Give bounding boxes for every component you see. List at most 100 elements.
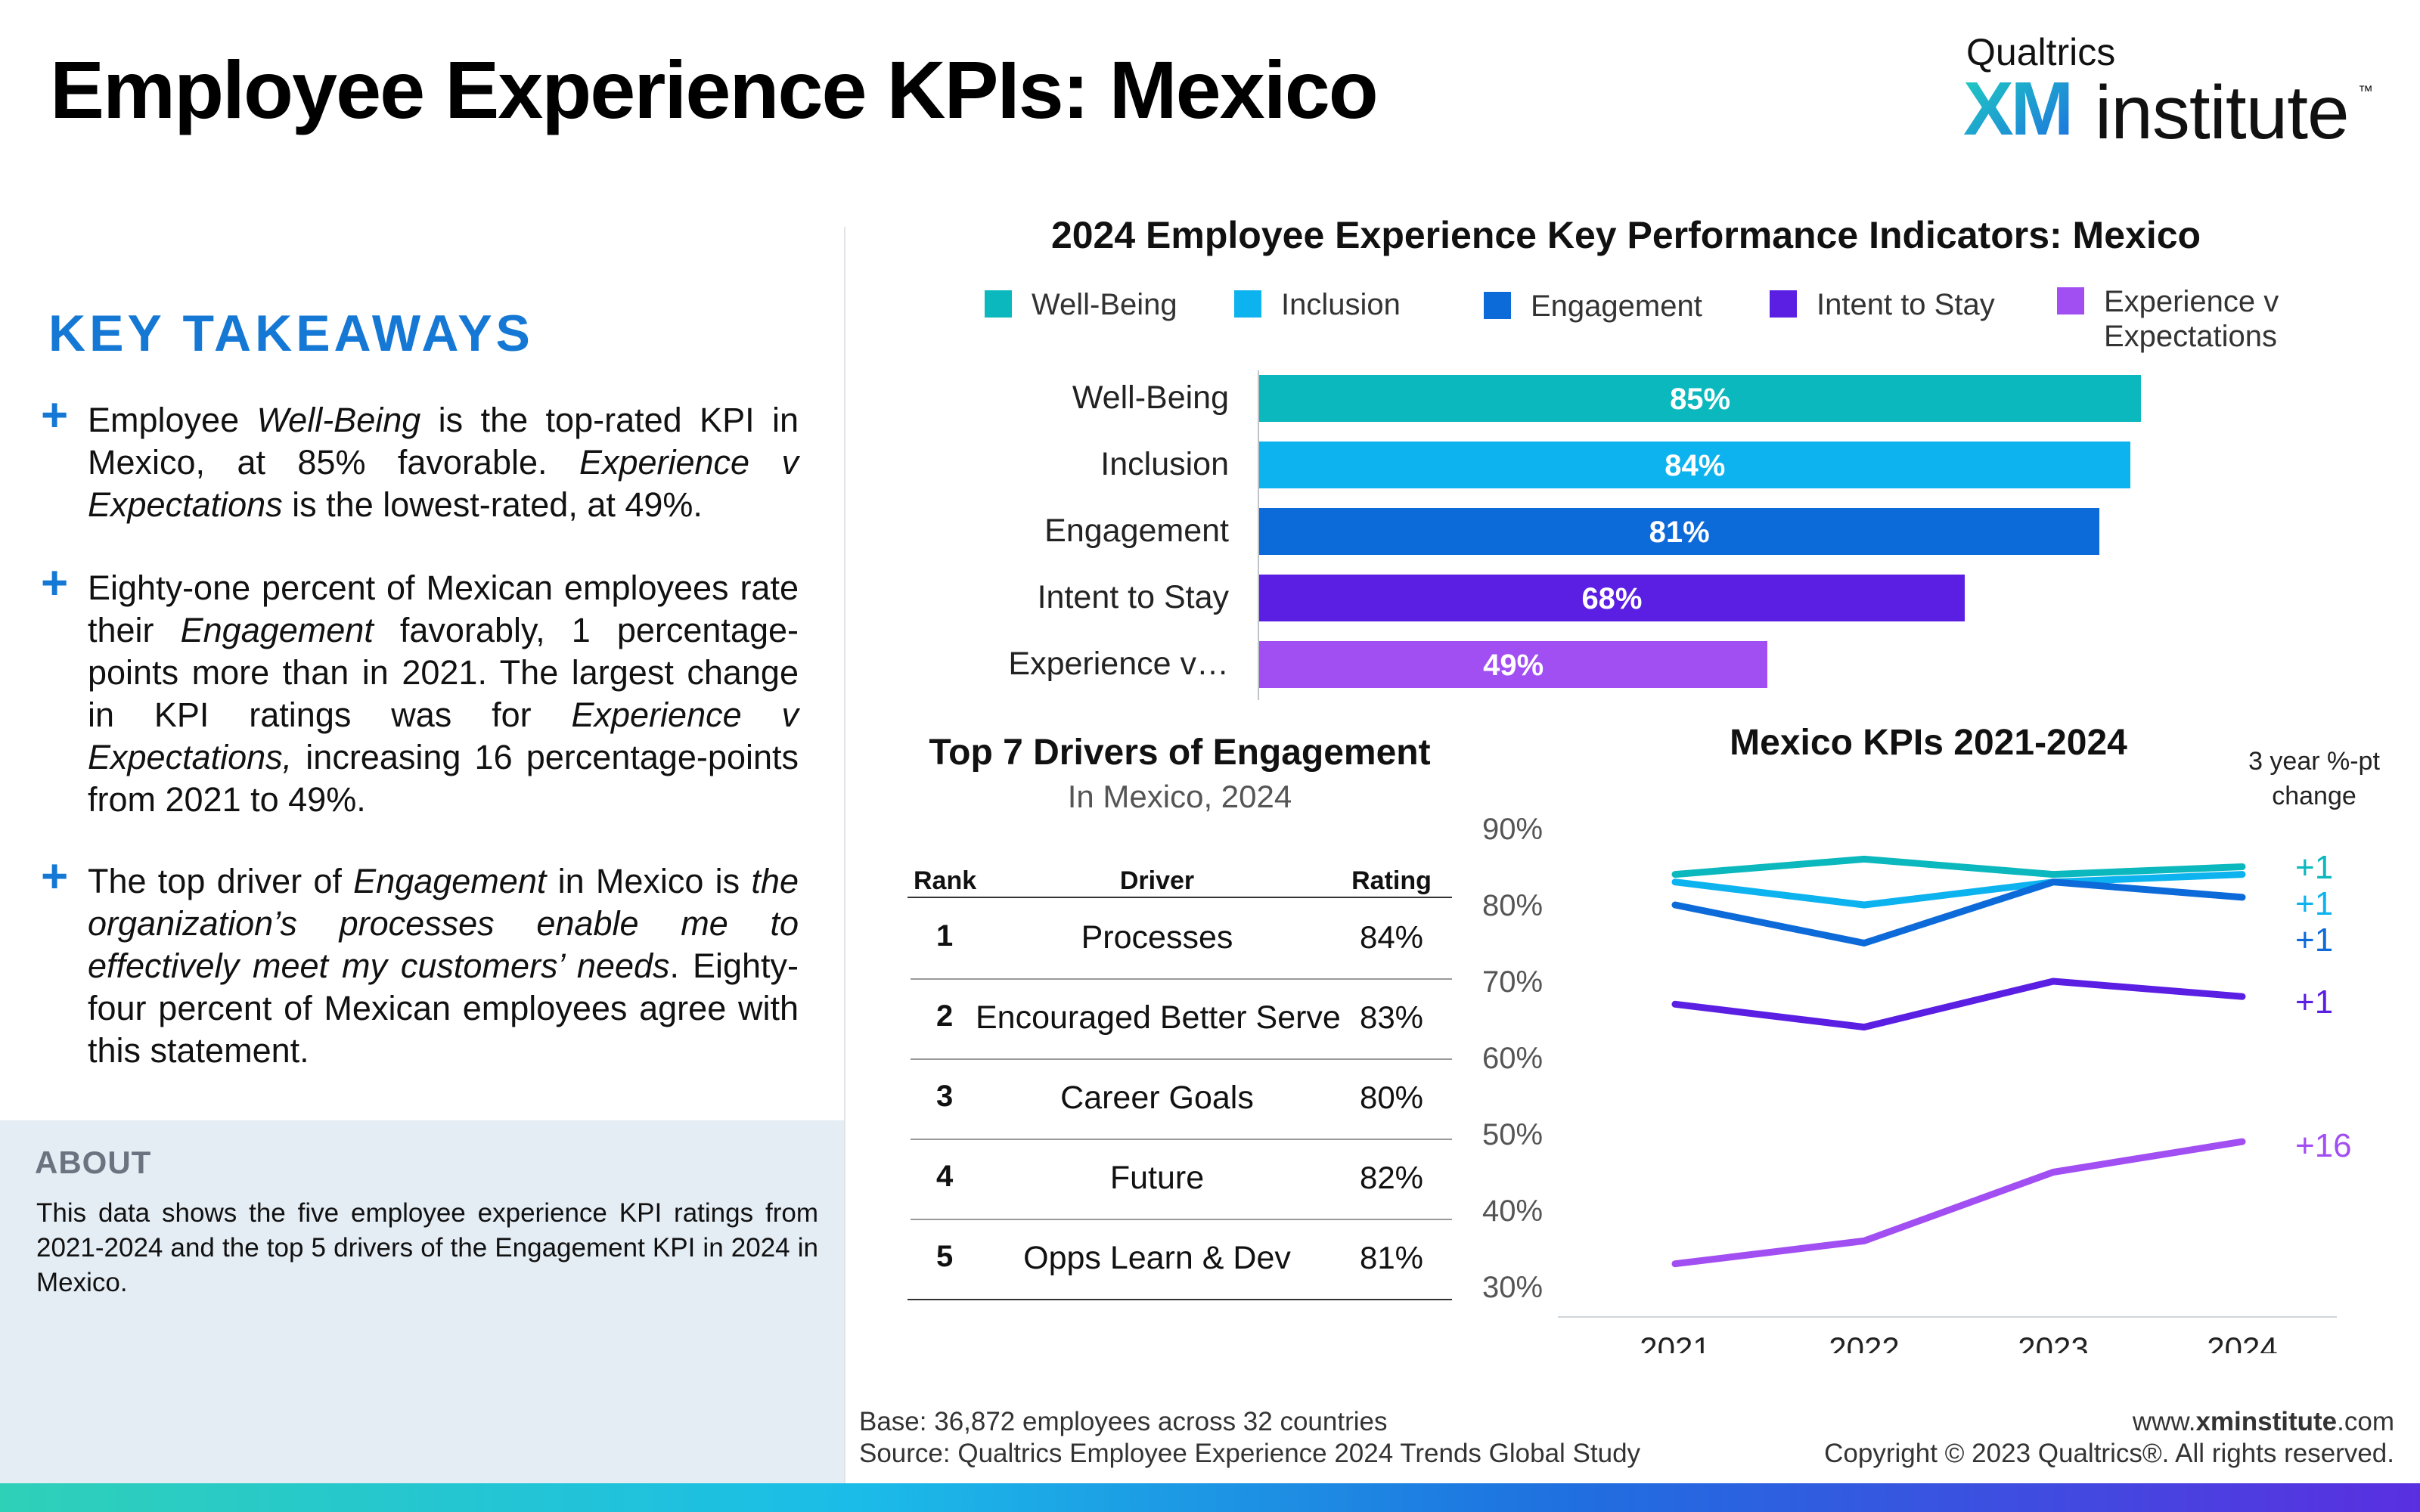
bar-axis: [1258, 370, 1259, 700]
emphasis-text: Experience v Expectations: [88, 443, 799, 524]
bar-category-label: Engagement: [1044, 513, 1229, 549]
change-label: +1: [2295, 885, 2333, 922]
body-text: is the lowest-rated, at 49%.: [282, 485, 703, 524]
site-bold: xminstitute: [2195, 1407, 2338, 1436]
body-text: The top driver of: [88, 862, 354, 900]
plus-icon: +: [41, 557, 69, 609]
takeaway-item: + The top driver of Engagement in Mexico…: [41, 854, 799, 1072]
left-panel: KEY TAKEAWAYS + Employee Well-Being is t…: [0, 219, 844, 1489]
drivers-title: Top 7 Drivers of Engagement: [929, 733, 1431, 773]
footer-right: www.xminstitute.com Copyright © 2023 Qua…: [1824, 1406, 2394, 1470]
takeaway-item: + Employee Well-Being is the top-rated K…: [41, 392, 799, 526]
site-prefix: www.: [2132, 1407, 2196, 1436]
takeaway-text: The top driver of Engagement in Mexico i…: [88, 862, 799, 1070]
x-tick-label: 2022: [1829, 1331, 1899, 1353]
driver-rating: 82%: [1359, 1160, 1424, 1195]
y-tick-label: 40%: [1482, 1194, 1543, 1228]
change-label: +16: [2295, 1127, 2352, 1164]
series-line: [1671, 978, 2246, 1031]
site-suffix: .com: [2337, 1407, 2394, 1436]
driver-rank: 3: [936, 1080, 954, 1113]
plus-icon: +: [41, 850, 69, 903]
table-header-rule: [908, 897, 1452, 898]
about-heading: ABOUT: [35, 1145, 152, 1180]
driver-name: Opps Learn & Dev: [1023, 1240, 1291, 1276]
bar-value-label: 68%: [1581, 582, 1643, 615]
driver-name: Encouraged Better Serve: [976, 999, 1341, 1036]
body-text: favorably, 1 percentage-points more than…: [88, 611, 799, 734]
driver-rating: 84%: [1359, 919, 1424, 955]
line-chart-title: Mexico KPIs 2021-2024: [1730, 723, 2127, 763]
change-header-line: change: [2272, 782, 2356, 810]
x-tick-label: 2023: [2018, 1331, 2088, 1353]
footer-site[interactable]: www.xminstitute.com: [1824, 1406, 2394, 1438]
table-row-divider: [911, 978, 1452, 980]
driver-rank: 4: [936, 1160, 954, 1193]
driver-rating: 83%: [1359, 999, 1424, 1035]
body-text: is the top-rated KPI in Mexico, at 85% f…: [88, 401, 799, 482]
bar-category-label: Well-Being: [1072, 380, 1229, 416]
change-label: +1: [2295, 984, 2333, 1021]
driver-name: Processes: [1081, 919, 1233, 956]
y-tick-label: 50%: [1482, 1118, 1543, 1151]
bar: [1259, 375, 2142, 422]
emphasis-text: the organization’s processes enable me t…: [88, 862, 799, 985]
svg-text:XM: XM: [1963, 68, 2071, 151]
driver-rating: 81%: [1359, 1240, 1424, 1275]
y-tick-label: 60%: [1482, 1042, 1543, 1075]
emphasis-text: Engagement: [353, 862, 547, 900]
driver-rating: 80%: [1359, 1080, 1424, 1115]
emphasis-text: Well-Being: [256, 401, 421, 439]
change-header: 3 year %-pt change: [2223, 744, 2405, 813]
bar-category-label: Experience v…: [1008, 646, 1229, 682]
body-text: increasing 16 percentage-points from 202…: [88, 738, 799, 819]
bar-value-label: 81%: [1649, 516, 1710, 549]
takeaway-text: Employee Well-Being is the top-rated KPI…: [88, 401, 799, 524]
logo-tm: ™: [2358, 83, 2373, 100]
body-text: in Mexico is: [546, 862, 752, 900]
series-line: [1671, 1138, 2246, 1268]
series-line: [1671, 855, 2246, 878]
driver-name: Career Goals: [1060, 1080, 1254, 1116]
legend-label: Intent to Stay: [1817, 288, 1995, 321]
body-text: Employee: [88, 401, 257, 439]
table-row-divider: [911, 1219, 1452, 1220]
emphasis-text: Engagement: [180, 611, 374, 649]
bar-value-label: 85%: [1670, 383, 1731, 416]
takeaway-item: + Eighty-one percent of Mexican employee…: [41, 560, 799, 821]
bar: [1259, 508, 2100, 555]
change-label: +1: [2295, 922, 2333, 959]
panel-divider: [844, 227, 845, 1489]
y-tick-label: 70%: [1482, 965, 1543, 999]
col-header-driver: Driver: [1119, 866, 1195, 895]
y-tick-label: 90%: [1482, 813, 1543, 846]
line-chart: 30%40%50%60%70%80%90%2021 2022 2023 2024+1+…: [1482, 813, 2352, 1353]
driver-rank: 1: [936, 919, 954, 953]
bar-value-label: 84%: [1665, 449, 1726, 482]
legend-label: Inclusion: [1281, 288, 1401, 321]
qualtrics-xm-institute-logo: Qualtrics XM institute ™: [1951, 30, 2375, 155]
legend-label: Experience v Expectations: [2104, 285, 2279, 353]
legend-label: Well-Being: [1032, 288, 1177, 321]
x-tick-label: 2021: [1640, 1331, 1710, 1353]
logo-xm: XM: [1963, 67, 2099, 169]
legend-label: Engagement: [1531, 290, 1702, 323]
logo-brand: Qualtrics: [1966, 31, 2116, 73]
driver-rank: 2: [936, 999, 954, 1033]
plus-icon: +: [41, 389, 69, 442]
about-box: ABOUT This data shows the five employee …: [0, 1120, 844, 1489]
body-text: . Eighty-four percent of Mexican employe…: [88, 947, 799, 1070]
bar-category-label: Intent to Stay: [1037, 579, 1229, 615]
y-tick-label: 30%: [1482, 1271, 1543, 1304]
emphasis-text: Experience v Expectations,: [88, 696, 799, 776]
driver-name: Future: [1109, 1160, 1205, 1196]
key-takeaways-heading: KEY TAKEAWAYS: [48, 305, 534, 362]
legend-swatch: [1484, 292, 1511, 319]
legend-swatch: [1234, 290, 1261, 318]
legend-swatch: [985, 290, 1012, 318]
series-line: [1671, 878, 2246, 947]
footer-gradient-strip: [0, 1483, 2420, 1512]
legend-swatch: [1770, 290, 1797, 318]
bar-chart-title: 2024 Employee Experience Key Performance…: [1050, 214, 2201, 256]
driver-rank: 5: [936, 1240, 954, 1273]
